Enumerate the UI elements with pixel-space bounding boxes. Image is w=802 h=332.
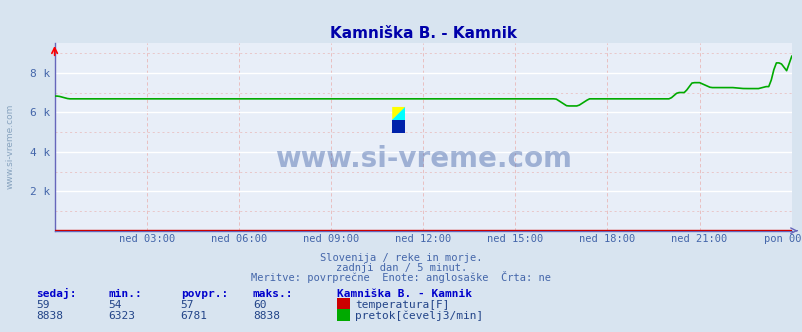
Text: zadnji dan / 5 minut.: zadnji dan / 5 minut. xyxy=(335,263,467,273)
Text: maks.:: maks.: xyxy=(253,289,293,299)
Text: Slovenija / reke in morje.: Slovenija / reke in morje. xyxy=(320,253,482,263)
Polygon shape xyxy=(391,120,405,133)
Text: 6781: 6781 xyxy=(180,311,208,321)
Text: www.si-vreme.com: www.si-vreme.com xyxy=(5,103,14,189)
Text: Kamniška B. - Kamnik: Kamniška B. - Kamnik xyxy=(337,289,472,299)
Text: sedaj:: sedaj: xyxy=(36,288,76,299)
Text: 54: 54 xyxy=(108,300,122,310)
Text: 59: 59 xyxy=(36,300,50,310)
Text: min.:: min.: xyxy=(108,289,142,299)
Text: povpr.:: povpr.: xyxy=(180,289,228,299)
Text: 8838: 8838 xyxy=(36,311,63,321)
Text: www.si-vreme.com: www.si-vreme.com xyxy=(274,145,571,173)
Title: Kamniška B. - Kamnik: Kamniška B. - Kamnik xyxy=(330,26,516,41)
Text: temperatura[F]: temperatura[F] xyxy=(354,300,449,310)
Text: 57: 57 xyxy=(180,300,194,310)
Text: pretok[čevelj3/min]: pretok[čevelj3/min] xyxy=(354,310,483,321)
Polygon shape xyxy=(391,107,405,120)
Text: Meritve: povrprečne  Enote: anglosaške  Črta: ne: Meritve: povrprečne Enote: anglosaške Čr… xyxy=(251,271,551,283)
Text: 8838: 8838 xyxy=(253,311,280,321)
Text: 6323: 6323 xyxy=(108,311,136,321)
Polygon shape xyxy=(391,107,405,120)
Text: 60: 60 xyxy=(253,300,266,310)
